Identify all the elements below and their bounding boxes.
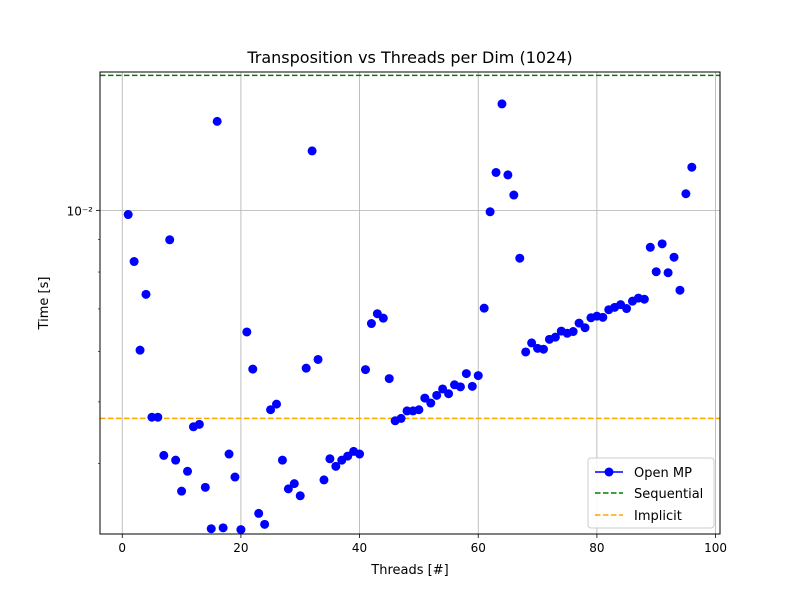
data-point <box>183 466 193 476</box>
data-point <box>224 449 234 459</box>
data-point <box>177 486 187 496</box>
data-point <box>123 210 133 220</box>
data-point <box>135 345 145 355</box>
data-point <box>527 338 537 348</box>
x-tick-label: 60 <box>471 541 486 555</box>
x-tick-label: 20 <box>233 541 248 555</box>
legend: Open MP Sequential Implicit <box>587 457 715 529</box>
data-point <box>129 257 139 267</box>
data-point <box>295 491 305 501</box>
data-point <box>485 207 495 217</box>
axes-frame <box>99 71 721 535</box>
data-point <box>200 482 210 492</box>
data-point <box>378 313 388 323</box>
legend-label-implicit: Implicit <box>634 509 682 524</box>
y-tick-label: 10⁻² <box>67 204 94 218</box>
data-point <box>212 116 222 126</box>
x-tick-label: 0 <box>118 541 126 555</box>
data-point <box>669 252 679 262</box>
data-point <box>236 525 246 535</box>
data-point <box>568 327 578 337</box>
x-axis-label: Threads [#] <box>370 563 448 578</box>
data-point <box>414 405 424 415</box>
data-point <box>420 393 430 403</box>
data-point <box>675 285 685 295</box>
data-point <box>479 303 489 313</box>
data-point <box>657 239 667 249</box>
data-point <box>153 412 163 422</box>
data-point <box>461 369 471 379</box>
data-point <box>254 508 264 518</box>
data-point <box>325 454 335 464</box>
chart-title: Transposition vs Threads per Dim (1024) <box>246 48 572 67</box>
data-point <box>538 344 548 354</box>
data-point <box>687 162 697 172</box>
data-point <box>598 312 608 322</box>
data-point <box>361 365 371 375</box>
data-point <box>159 450 169 460</box>
data-point <box>645 242 655 252</box>
data-point <box>277 455 287 465</box>
data-point <box>580 323 590 333</box>
data-point <box>301 363 311 373</box>
legend-marker-openmp <box>604 467 614 477</box>
data-point <box>260 519 270 529</box>
data-point <box>497 99 507 109</box>
data-point <box>473 371 483 381</box>
data-point <box>491 167 501 177</box>
x-tick-label: 40 <box>352 541 367 555</box>
data-point <box>289 479 299 489</box>
data-point <box>206 524 216 534</box>
data-point <box>283 484 293 494</box>
data-point <box>266 405 276 415</box>
data-point <box>455 382 465 392</box>
data-point <box>503 170 513 180</box>
data-point <box>331 461 341 471</box>
data-point <box>622 304 632 314</box>
data-point <box>509 190 519 200</box>
x-tick-label: 100 <box>704 541 727 555</box>
y-axis-label: Time [s] <box>37 277 52 331</box>
data-point <box>467 381 477 391</box>
data-point <box>218 523 228 533</box>
data-point <box>651 267 661 277</box>
plot-area <box>100 74 720 535</box>
x-tick-label: 80 <box>589 541 604 555</box>
data-point <box>307 146 317 156</box>
data-point <box>230 472 240 482</box>
data-point <box>384 374 394 384</box>
x-axis-ticks: 0 20 40 60 80 100 <box>118 534 727 555</box>
data-point <box>171 455 181 465</box>
data-point <box>313 354 323 364</box>
data-point <box>355 449 365 459</box>
data-point <box>272 399 282 409</box>
data-point <box>432 390 442 400</box>
grid-lines <box>100 72 720 534</box>
data-point <box>515 253 525 263</box>
legend-label-sequential: Sequential <box>634 487 703 502</box>
data-point <box>663 268 673 278</box>
data-point <box>248 364 258 374</box>
data-point <box>165 235 175 245</box>
legend-label-openmp: Open MP <box>634 466 692 481</box>
data-point <box>550 332 560 342</box>
data-point <box>319 475 329 485</box>
data-point <box>426 398 436 408</box>
y-axis-ticks: 10⁻² <box>67 204 100 464</box>
data-point <box>366 319 376 329</box>
data-point <box>396 413 406 423</box>
data-point <box>194 419 204 429</box>
data-point <box>141 289 151 299</box>
data-point <box>681 189 691 199</box>
data-point <box>242 327 252 337</box>
data-point <box>639 294 649 304</box>
legend-box <box>587 457 715 529</box>
data-point <box>444 389 454 399</box>
data-point <box>521 347 531 357</box>
